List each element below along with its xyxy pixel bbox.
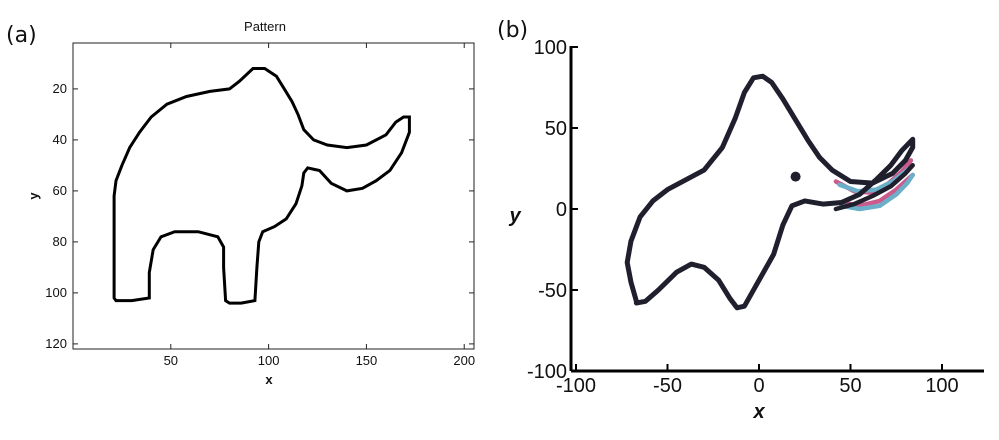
panel-b-x-tick-label: 0 [753, 375, 764, 397]
panel-b-y-tick-label: -100 [527, 361, 567, 383]
panel-a-label: (a) [6, 23, 37, 48]
panel-b-y-tick-label: 100 [534, 37, 567, 59]
panel-a-y-tick-label: 60 [53, 183, 67, 198]
panel-a-y-tick-label: 20 [53, 81, 67, 96]
panel-b-x-tick-label: -50 [653, 375, 682, 397]
panel-b-y-tick-label: 0 [556, 199, 567, 221]
panel-b-trace-series [833, 163, 915, 212]
panel-b-x-tick-label: 100 [925, 375, 958, 397]
panel-a-y-axis-label: y [26, 192, 41, 200]
panel-a-y-tick-label: 100 [45, 285, 67, 300]
panel-a-title: Pattern [244, 19, 286, 34]
panel-a-x-axis-label: x [265, 372, 273, 387]
panel-b-plot-area [624, 73, 916, 311]
panel-a-outline-series [112, 67, 411, 305]
panel-a-y-tick-label: 120 [45, 336, 67, 351]
panel-b-y-tick-label: -50 [538, 280, 567, 302]
panel-a-x-tick-label: 50 [164, 353, 178, 368]
panel-a-x-tick-label: 100 [258, 353, 280, 368]
panel-b-center-marker [790, 171, 801, 182]
panel-b-x-axis-label: x [752, 401, 765, 423]
panel-b-x-tick-label: 50 [839, 375, 861, 397]
panel-b: (b) -100 -50 0 50 100 -100 -50 0 50 100 x y [497, 18, 984, 423]
panel-b-label: (b) [497, 18, 528, 43]
panel-a-x-tick-label: 200 [453, 353, 475, 368]
panel-a-x-tick-label: 150 [356, 353, 378, 368]
panel-a-y-tick-label: 80 [53, 234, 67, 249]
panel-b-x-tick-label: -100 [556, 375, 596, 397]
panel-a-ticks: 50 100 150 200 20 40 60 80 100 120 [45, 43, 475, 368]
panel-b-y-axis-label: y [508, 205, 521, 227]
panel-a-plot-area [112, 67, 411, 305]
panel-a-axes-box [72, 42, 475, 350]
panel-b-y-tick-label: 50 [545, 118, 567, 140]
panel-b-trajectory-series [624, 73, 916, 311]
panel-b-ticks: -100 -50 0 50 100 -100 -50 0 50 100 [527, 37, 959, 397]
panel-b-trace-series [839, 172, 915, 212]
panel-a-y-tick-label: 40 [53, 132, 67, 147]
